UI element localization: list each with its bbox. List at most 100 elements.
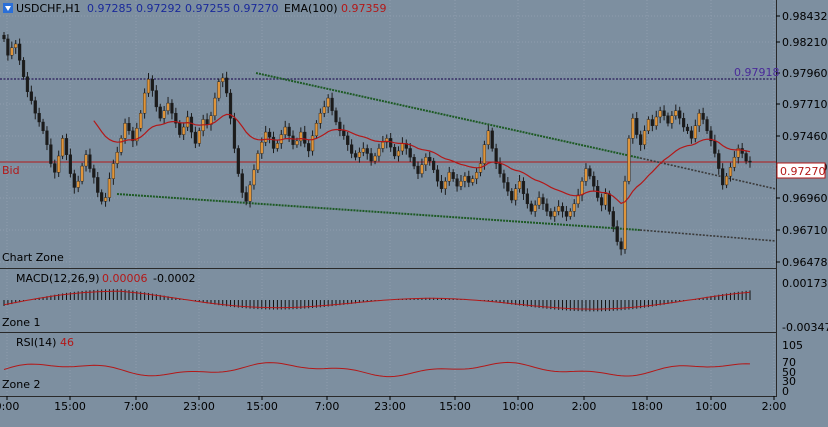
- candle-body: [705, 119, 709, 132]
- candle-body: [693, 125, 697, 139]
- upper-trend-line-extension[interactable]: [639, 157, 777, 190]
- low-value: 0.97255: [185, 2, 231, 15]
- candle-body: [146, 78, 151, 94]
- candle-body: [29, 91, 33, 101]
- candle-body: [267, 131, 272, 138]
- candle-body: [674, 110, 678, 116]
- candle-body: [174, 112, 178, 124]
- candle-body: [525, 193, 529, 205]
- candle-body: [517, 180, 522, 189]
- price-axis-label: 0.98210: [782, 36, 828, 49]
- candle-body: [635, 118, 639, 135]
- candle-body: [740, 148, 744, 154]
- chart-zone-label: Chart Zone: [2, 251, 64, 264]
- candle-body: [724, 175, 729, 186]
- candle-body: [560, 206, 565, 212]
- candle-body: [256, 153, 260, 171]
- rsi-label: RSI(14): [16, 336, 56, 349]
- macd-axis-bottom: -0.00347: [782, 321, 828, 334]
- candle-body: [361, 148, 365, 153]
- candle-body: [642, 130, 647, 145]
- candle-body: [307, 143, 311, 152]
- candle-body: [568, 211, 572, 217]
- candle-body: [88, 154, 92, 169]
- candle-body: [717, 153, 721, 169]
- candle-body: [107, 178, 112, 198]
- upper-trend-line[interactable]: [255, 72, 641, 159]
- candle-body: [96, 177, 100, 193]
- candle-body: [611, 211, 615, 227]
- candle-body: [646, 119, 651, 132]
- candlestick-series[interactable]: [2, 31, 752, 256]
- time-axis-label: 23:00: [374, 400, 406, 413]
- candle-body: [18, 43, 22, 61]
- candle-body: [455, 178, 459, 187]
- candle-body: [443, 180, 447, 189]
- rsi-axis-105: 105: [782, 339, 803, 352]
- candle-body: [357, 152, 362, 158]
- candle-body: [334, 110, 338, 123]
- candle-body: [510, 191, 514, 201]
- down-arrow-glyph: [5, 6, 11, 11]
- candle-body: [111, 163, 115, 179]
- candle-body: [529, 203, 533, 212]
- rsi-panel[interactable]: [0, 334, 776, 396]
- rsi-line: [3, 361, 751, 378]
- lower-trend-line[interactable]: [116, 193, 641, 231]
- candle-body: [182, 126, 186, 135]
- candle-body: [127, 123, 131, 132]
- candle-body: [10, 47, 14, 56]
- candle-body: [37, 112, 41, 123]
- candle-body: [420, 164, 424, 174]
- candle-body: [189, 116, 194, 133]
- candle-body: [53, 163, 57, 173]
- candle-body: [295, 140, 299, 145]
- candle-body: [435, 169, 440, 182]
- candle-body: [482, 144, 487, 164]
- candle-body: [244, 192, 248, 202]
- candle-body: [260, 141, 264, 154]
- candle-body: [84, 154, 88, 167]
- candle-body: [619, 241, 623, 250]
- lower-trend-line-extension[interactable]: [639, 229, 777, 242]
- candle-body: [80, 165, 84, 182]
- candle-body: [252, 169, 256, 186]
- ema-line[interactable]: [93, 113, 751, 205]
- main-chart-panel[interactable]: [0, 0, 776, 268]
- candle-body: [549, 211, 553, 217]
- candle-body: [408, 148, 412, 158]
- candle-body: [400, 143, 404, 152]
- candle-body: [471, 178, 475, 183]
- rsi-axis-30: 30: [782, 375, 796, 388]
- current-price-value: 0.97270: [780, 165, 826, 178]
- candle-body: [486, 130, 490, 145]
- candle-body: [68, 154, 72, 174]
- candle-body: [178, 123, 182, 135]
- candle-body: [506, 182, 510, 192]
- price-axis-label: 0.97710: [782, 98, 828, 111]
- candle-body: [162, 110, 166, 119]
- candle-body: [682, 118, 686, 128]
- candle-body: [103, 197, 108, 202]
- candle-body: [100, 192, 104, 202]
- candle-body: [240, 173, 244, 193]
- candle-body: [123, 123, 127, 139]
- candle-body: [41, 121, 45, 132]
- candle-body: [45, 130, 49, 145]
- time-axis-label: 15:00: [54, 400, 86, 413]
- price-axis-label: 0.96478: [782, 256, 828, 269]
- candle-body: [135, 128, 139, 142]
- candle-body: [342, 130, 346, 137]
- price-axis-label: 0.96960: [782, 192, 828, 205]
- candle-body: [287, 126, 291, 137]
- candle-body: [143, 92, 147, 114]
- candle-body: [353, 153, 358, 158]
- candle-body: [564, 211, 569, 217]
- candle-body: [322, 106, 326, 114]
- candle-body: [310, 135, 315, 152]
- candle-body: [467, 175, 471, 183]
- candle-body: [728, 167, 733, 177]
- chart-header: USDCHF,H1 0.97285 0.97292 0.97255 0.9727…: [3, 2, 387, 15]
- candle-body: [584, 168, 588, 182]
